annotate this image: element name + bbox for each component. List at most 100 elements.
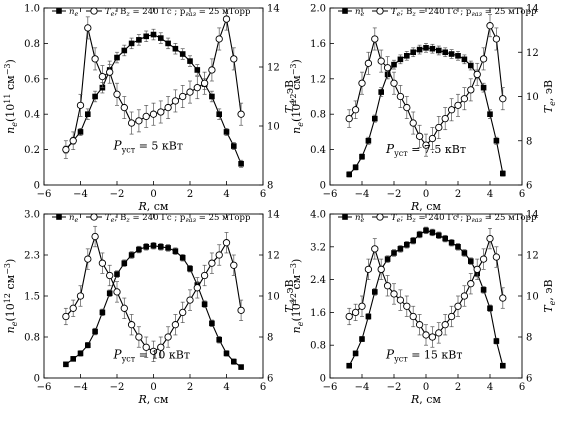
data-point-n_e bbox=[384, 256, 391, 262]
data-point-n_e bbox=[209, 320, 215, 327]
data-point-T_e bbox=[164, 103, 172, 112]
data-point-T_e bbox=[345, 114, 353, 123]
legend-pressure-sub: газ bbox=[471, 216, 482, 224]
data-point-n_e bbox=[223, 350, 230, 357]
legend-te-t: T bbox=[391, 7, 398, 17]
x-axis-label: R, см bbox=[137, 393, 168, 406]
data-point-n_e bbox=[346, 362, 352, 369]
y-left-label-sub: e bbox=[296, 321, 305, 326]
data-point-n_e bbox=[365, 313, 372, 320]
x-tick-label: 0 bbox=[423, 382, 429, 393]
data-point-n_e bbox=[467, 258, 474, 264]
x-tick-label: 6 bbox=[519, 382, 525, 393]
power-label: Pуст = 15 кВт bbox=[385, 347, 462, 363]
power-label-value: = 10 кВт bbox=[135, 348, 190, 361]
x-tick-label: 0 bbox=[150, 382, 156, 393]
legend-pressure-rest: = 25 мТорр bbox=[482, 213, 537, 223]
data-point-n_e bbox=[179, 51, 186, 57]
data-point-n_e bbox=[480, 287, 487, 293]
data-point-T_e bbox=[364, 59, 373, 67]
legend-label-ne: ne bbox=[355, 213, 364, 224]
data-point-n_e bbox=[499, 362, 506, 369]
data-point-n_e bbox=[371, 289, 378, 295]
data-point-T_e bbox=[479, 255, 488, 263]
data-point-T_e bbox=[345, 312, 353, 321]
y-right-tick-label: 6 bbox=[526, 374, 532, 385]
data-point-T_e bbox=[200, 79, 209, 87]
data-point-T_e bbox=[179, 308, 187, 317]
data-point-n_e bbox=[403, 52, 410, 59]
power-label-value: = 5 кВт bbox=[135, 140, 183, 153]
x-tick-label: −4 bbox=[73, 189, 88, 200]
power-label-p: P bbox=[113, 347, 123, 361]
data-point-T_e bbox=[492, 253, 501, 261]
y-right-tick-label: 8 bbox=[526, 136, 532, 147]
x-tick-label: 6 bbox=[519, 189, 525, 200]
data-point-T_e bbox=[351, 106, 360, 114]
legend-cond: ; B bbox=[115, 7, 127, 17]
data-point-T_e bbox=[98, 72, 107, 81]
data-point-T_e bbox=[62, 312, 70, 321]
legend-te-t: T bbox=[105, 7, 112, 17]
legend-pressure-sub: газ bbox=[185, 10, 196, 18]
x-axis-label-unit: , см bbox=[419, 200, 441, 213]
power-label-sub: уст bbox=[122, 354, 136, 363]
x-tick-label: 2 bbox=[187, 382, 193, 393]
data-point-n_e bbox=[435, 232, 442, 239]
data-point-T_e bbox=[390, 290, 398, 298]
x-axis-label-var: R bbox=[410, 200, 419, 213]
x-axis-label-unit: , см bbox=[147, 393, 169, 406]
data-point-T_e bbox=[473, 70, 481, 79]
y-right-tick-label: 8 bbox=[526, 333, 532, 344]
data-point-n_e bbox=[77, 350, 84, 357]
data-point-n_e bbox=[128, 40, 135, 47]
data-point-T_e bbox=[113, 90, 121, 98]
data-point-T_e bbox=[193, 84, 201, 92]
data-point-T_e bbox=[364, 265, 373, 273]
data-point-T_e bbox=[492, 35, 501, 43]
data-point-n_e bbox=[378, 89, 384, 95]
data-point-n_e bbox=[416, 46, 423, 53]
power-label-p: P bbox=[113, 139, 123, 153]
power-label-p: P bbox=[385, 142, 395, 156]
data-point-T_e bbox=[460, 292, 469, 300]
y-right-tick-label: 14 bbox=[267, 4, 280, 15]
x-tick-label: −4 bbox=[355, 382, 370, 393]
data-point-n_e bbox=[493, 338, 500, 344]
data-point-T_e bbox=[383, 64, 392, 72]
data-point-n_e bbox=[230, 358, 237, 365]
legend-label-te: Te; Bz = 240 Гс ; pгаз = 25 мТорр bbox=[391, 213, 537, 224]
y-right-tick-label: 6 bbox=[526, 181, 532, 192]
data-point-n_e bbox=[85, 342, 91, 348]
data-point-n_e bbox=[230, 143, 237, 149]
data-point-T_e bbox=[208, 259, 216, 267]
legend-ne-sub: e bbox=[360, 10, 364, 18]
data-point-T_e bbox=[447, 106, 456, 114]
y-left-axis-label: ne(1012 см−3) bbox=[289, 59, 305, 134]
y-left-label-base: (10 bbox=[4, 303, 17, 321]
data-point-n_e bbox=[128, 252, 135, 258]
data-point-T_e bbox=[222, 15, 231, 23]
legend-te-sub: e bbox=[111, 216, 115, 224]
legend-label-ne: ne bbox=[355, 7, 364, 18]
y-left-tick-label: 0 bbox=[34, 181, 40, 192]
data-point-n_e bbox=[435, 47, 442, 54]
data-point-n_e bbox=[448, 51, 455, 57]
data-point-T_e bbox=[76, 101, 85, 110]
data-point-n_e bbox=[403, 241, 410, 248]
legend-marker-te bbox=[90, 213, 98, 221]
data-point-n_e bbox=[429, 45, 436, 52]
y-left-label-exp: 12 bbox=[289, 293, 298, 303]
legend-marker-te bbox=[90, 7, 98, 15]
data-point-T_e bbox=[106, 271, 114, 280]
data-point-T_e bbox=[428, 333, 437, 341]
data-point-n_e bbox=[172, 248, 179, 254]
legend-te-sub: e bbox=[397, 10, 401, 18]
data-point-n_e bbox=[365, 137, 372, 144]
y-left-label-sub: e bbox=[296, 122, 305, 127]
power-label-value: = 15 кВт bbox=[408, 348, 463, 361]
y-right-label-unit: , эВ bbox=[542, 80, 555, 101]
y-left-label-close: ) bbox=[4, 259, 17, 263]
y-right-tick-label: 12 bbox=[526, 48, 539, 59]
x-tick-label: 2 bbox=[187, 189, 193, 200]
